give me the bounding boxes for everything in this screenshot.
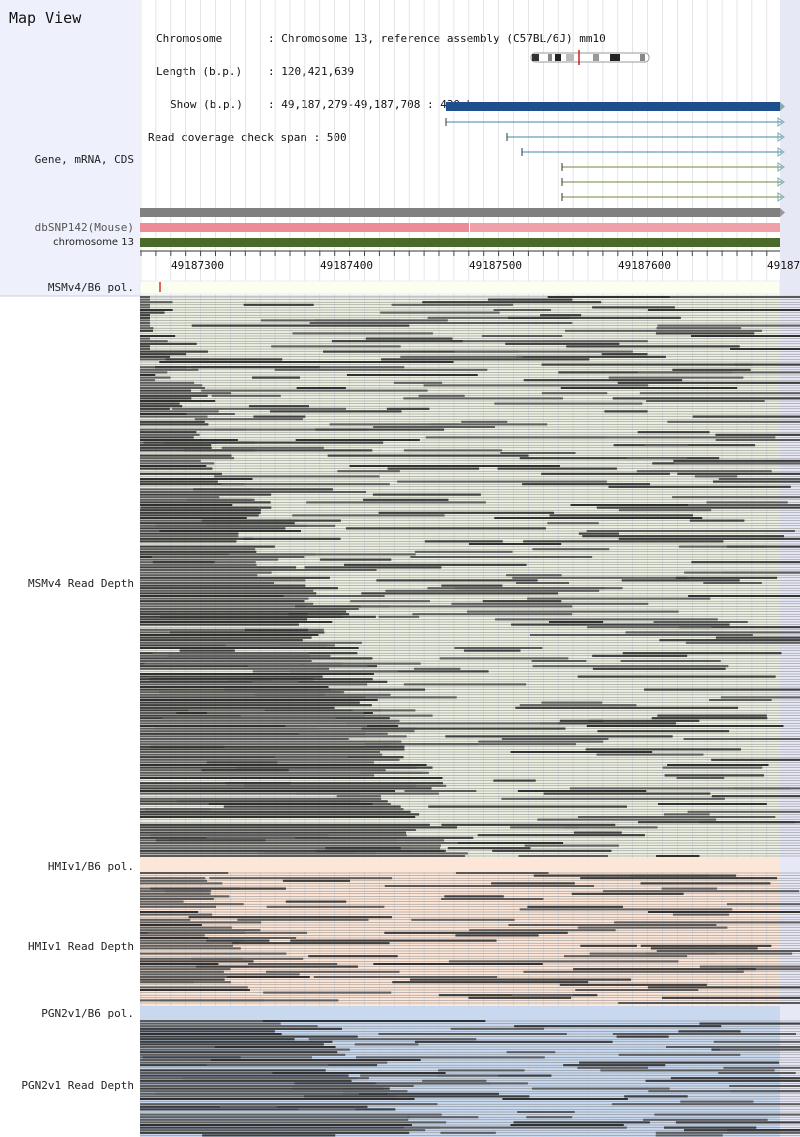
mrna-arrow: [777, 192, 785, 202]
track-label-chromosome: chromosome 13: [53, 237, 134, 248]
info-sep: :: [268, 98, 282, 111]
info-key-show: Show (b.p.): [170, 98, 243, 111]
dbsnp-bar: [140, 208, 780, 217]
msm-pol-track: [139, 280, 781, 295]
info-sep: :: [268, 32, 282, 45]
mrna-arrow: [777, 162, 785, 172]
ideogram-band: [532, 54, 539, 61]
track-label-pgn-depth: PGN2v1 Read Depth: [21, 1079, 134, 1092]
mrna-arrow: [777, 132, 785, 142]
mrna-arrow: [777, 177, 785, 187]
snp-bar-left: [140, 223, 469, 232]
track-label-dbsnp: dbSNP142(Mouse): [34, 221, 134, 234]
hmi-pol-track: [140, 858, 780, 872]
left-label-column: [0, 296, 140, 1137]
ruler-label: 49187500: [469, 259, 522, 272]
track-label-msm-pol: MSMv4/B6 pol.: [47, 281, 134, 294]
ideogram-band: [593, 54, 599, 61]
ruler-label: 49187700: [767, 259, 800, 272]
track-label-pgn-pol: PGN2v1/B6 pol.: [41, 1007, 134, 1020]
track-label-msm-depth: MSMv4 Read Depth: [28, 577, 134, 590]
mrna-arrow: [777, 117, 785, 127]
gene-arrow: [780, 102, 785, 111]
ideogram-band: [566, 54, 574, 61]
ideogram-band: [555, 54, 561, 61]
ideogram-band: [610, 54, 620, 61]
page-title: Map View: [9, 9, 82, 27]
coverage-span-text: Read coverage check span : 500: [148, 131, 347, 144]
track-label-gene: Gene, mRNA, CDS: [34, 153, 134, 166]
chromosome-bar: [140, 238, 780, 247]
ideogram-band: [640, 54, 645, 61]
track-label-hmi-pol: HMIv1/B6 pol.: [47, 860, 134, 873]
snp-bar-right: [470, 223, 780, 232]
right-margin: [780, 0, 800, 1137]
pgn-pol-track: [140, 1006, 780, 1020]
info-value-length: 120,421,639: [281, 65, 355, 78]
track-label-hmi-depth: HMIv1 Read Depth: [28, 940, 134, 953]
ideogram-band: [548, 54, 552, 61]
gene-bar: [446, 102, 780, 111]
info-value-chromosome: Chromosome 13, reference assembly (C57BL…: [281, 32, 606, 45]
info-key-chromosome: Chromosome: [156, 32, 223, 45]
ruler-label: 49187600: [618, 259, 671, 272]
ruler-label: 49187300: [171, 259, 224, 272]
info-key-length: Length (b.p.): [156, 65, 243, 78]
mrna-arrow: [777, 147, 785, 157]
info-sep: :: [268, 65, 282, 78]
dbsnp-arrow: [780, 208, 785, 217]
ruler-label: 49187400: [320, 259, 373, 272]
